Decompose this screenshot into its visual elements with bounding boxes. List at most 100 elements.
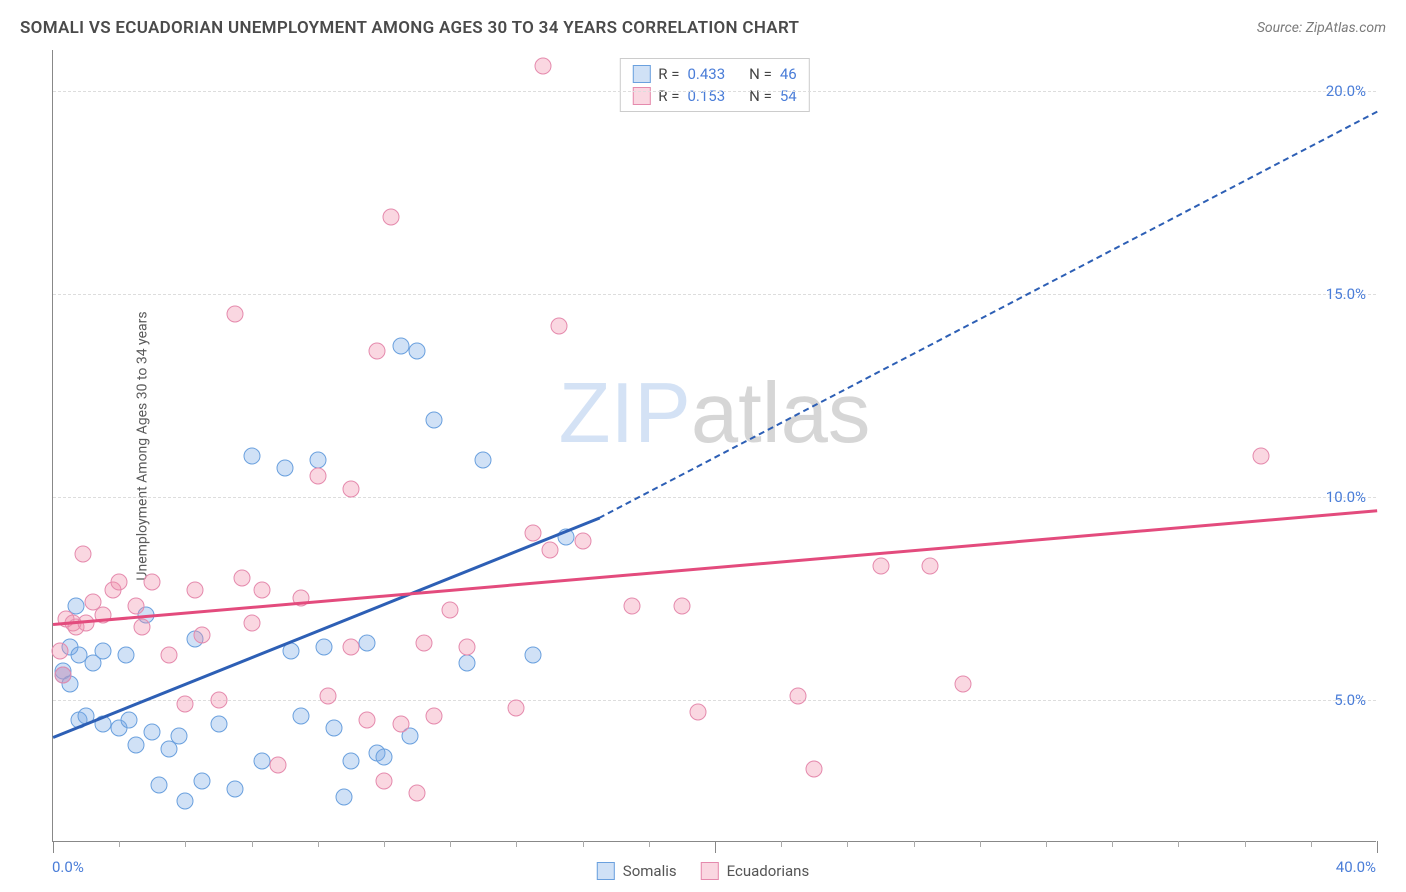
data-point xyxy=(51,643,68,660)
x-tick-minor xyxy=(1046,841,1047,847)
data-point xyxy=(117,647,134,664)
data-point xyxy=(127,598,144,615)
x-tick-minor xyxy=(1112,841,1113,847)
data-point xyxy=(227,306,244,323)
trend-line xyxy=(53,509,1377,625)
data-point xyxy=(293,708,310,725)
data-point xyxy=(177,695,194,712)
data-point xyxy=(210,691,227,708)
data-point xyxy=(524,647,541,664)
x-tick-minor xyxy=(1178,841,1179,847)
chart-source: Source: ZipAtlas.com xyxy=(1257,20,1386,36)
data-point xyxy=(409,785,426,802)
data-point xyxy=(425,411,442,428)
scatter-chart: ZIPatlas R =0.433N =46R =0.153N =54 5.0%… xyxy=(52,50,1376,842)
data-point xyxy=(309,452,326,469)
data-point xyxy=(392,338,409,355)
data-point xyxy=(276,460,293,477)
gridline xyxy=(53,91,1376,92)
x-tick-major xyxy=(1377,841,1378,853)
legend-series-item: Ecuadorians xyxy=(701,862,810,880)
data-point xyxy=(442,602,459,619)
correlation-legend: R =0.433N =46R =0.153N =54 xyxy=(619,58,809,112)
x-tick-minor xyxy=(914,841,915,847)
series-legend: Somalis Ecuadorians xyxy=(597,862,809,880)
chart-title: SOMALI VS ECUADORIAN UNEMPLOYMENT AMONG … xyxy=(20,18,799,38)
data-point xyxy=(193,773,210,790)
x-tick-major xyxy=(53,841,54,853)
n-label: N = xyxy=(749,65,772,83)
x-tick-minor xyxy=(384,841,385,847)
data-point xyxy=(342,639,359,656)
data-point xyxy=(690,704,707,721)
x-tick-minor xyxy=(1245,841,1246,847)
gridline xyxy=(53,497,1376,498)
legend-correlation-row: R =0.433N =46 xyxy=(632,63,796,85)
y-tick-label: 15.0% xyxy=(1326,285,1366,303)
x-tick-minor xyxy=(185,841,186,847)
data-point xyxy=(359,634,376,651)
data-point xyxy=(359,712,376,729)
data-point xyxy=(534,58,551,75)
data-point xyxy=(955,675,972,692)
data-point xyxy=(336,789,353,806)
data-point xyxy=(392,716,409,733)
data-point xyxy=(872,557,889,574)
data-point xyxy=(150,777,167,794)
data-point xyxy=(376,748,393,765)
watermark: ZIPatlas xyxy=(559,365,871,463)
data-point xyxy=(789,687,806,704)
gridline xyxy=(53,700,1376,701)
data-point xyxy=(54,667,71,684)
data-point xyxy=(806,760,823,777)
x-tick-minor xyxy=(781,841,782,847)
r-value: 0.433 xyxy=(687,65,725,83)
data-point xyxy=(111,574,128,591)
data-point xyxy=(177,793,194,810)
data-point xyxy=(425,708,442,725)
data-point xyxy=(551,318,568,335)
data-point xyxy=(458,655,475,672)
x-tick-minor xyxy=(516,841,517,847)
x-tick-minor xyxy=(583,841,584,847)
data-point xyxy=(243,448,260,465)
data-point xyxy=(309,468,326,485)
data-point xyxy=(134,618,151,635)
data-point xyxy=(624,598,641,615)
data-point xyxy=(409,342,426,359)
data-point xyxy=(74,545,91,562)
data-point xyxy=(243,614,260,631)
data-point xyxy=(253,752,270,769)
data-point xyxy=(382,208,399,225)
x-tick-minor xyxy=(1311,841,1312,847)
x-tick-minor xyxy=(318,841,319,847)
data-point xyxy=(319,687,336,704)
data-point xyxy=(127,736,144,753)
data-point xyxy=(415,634,432,651)
data-point xyxy=(376,773,393,790)
data-point xyxy=(508,699,525,716)
data-point xyxy=(187,582,204,599)
data-point xyxy=(270,756,287,773)
data-point xyxy=(541,541,558,558)
x-axis-min-label: 0.0% xyxy=(52,858,84,876)
data-point xyxy=(342,480,359,497)
y-tick-label: 10.0% xyxy=(1326,488,1366,506)
data-point xyxy=(121,712,138,729)
legend-series-label: Somalis xyxy=(623,862,677,880)
data-point xyxy=(210,716,227,733)
x-tick-minor xyxy=(649,841,650,847)
data-point xyxy=(316,639,333,656)
x-tick-minor xyxy=(119,841,120,847)
data-point xyxy=(673,598,690,615)
data-point xyxy=(922,557,939,574)
legend-series-label: Ecuadorians xyxy=(727,862,810,880)
chart-header: SOMALI VS ECUADORIAN UNEMPLOYMENT AMONG … xyxy=(20,18,1386,38)
x-tick-major xyxy=(715,841,716,853)
x-tick-minor xyxy=(450,841,451,847)
data-point xyxy=(1253,448,1270,465)
data-point xyxy=(574,533,591,550)
x-axis-max-label: 40.0% xyxy=(1336,858,1376,876)
data-point xyxy=(326,720,343,737)
legend-series-item: Somalis xyxy=(597,862,677,880)
